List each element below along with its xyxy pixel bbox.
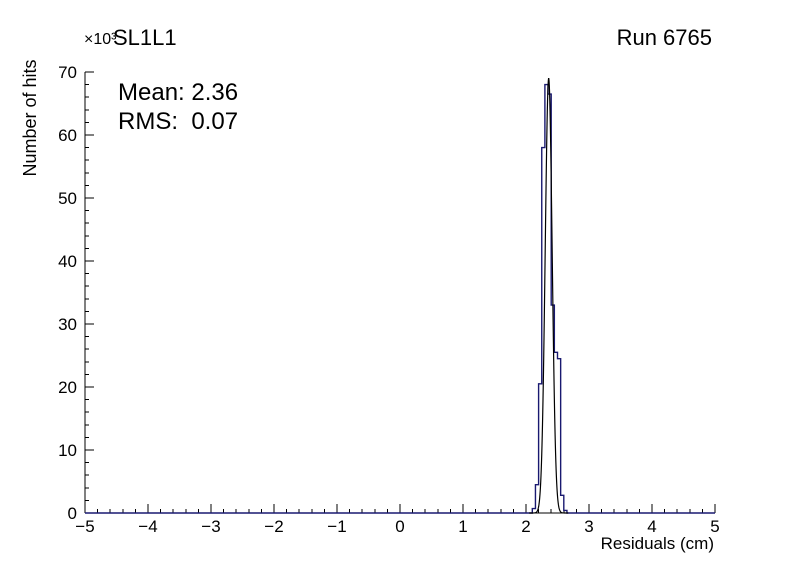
fit-curve (529, 77, 569, 514)
x-tick-label: 5 (710, 517, 719, 536)
x-tick-label: 2 (521, 517, 530, 536)
x-tick-label: −2 (264, 517, 283, 536)
y-tick-label: 40 (58, 252, 77, 271)
x-tick-label: −4 (138, 517, 157, 536)
stat-mean: Mean: 2.36 (118, 79, 238, 106)
x-tick-label: 0 (395, 517, 404, 536)
y-tick-label: 10 (58, 441, 77, 460)
y-tick-label: 20 (58, 378, 77, 397)
y-tick-label: 70 (58, 63, 77, 82)
run-label: Run 6765 (617, 25, 712, 50)
histogram-line (85, 83, 715, 514)
x-tick-label: −1 (327, 517, 346, 536)
x-tick-label: −3 (201, 517, 220, 536)
y-tick-label: 60 (58, 126, 77, 145)
y-tick-label: 50 (58, 189, 77, 208)
plot-curves (85, 77, 715, 514)
y-axis-title: Number of hits (20, 59, 40, 176)
x-tick-label: 4 (647, 517, 656, 536)
y-tick-label: 30 (58, 315, 77, 334)
x-axis-title: Residuals (cm) (601, 534, 714, 553)
x-tick-label: −5 (75, 517, 94, 536)
x-tick-label: 1 (458, 517, 467, 536)
stat-rms: RMS: 0.07 (118, 108, 238, 135)
y-axis-multiplier: ×10³ (84, 31, 117, 48)
chart-title: SL1L1 (113, 25, 177, 50)
x-tick-label: 3 (584, 517, 593, 536)
y-tick-label: 0 (68, 504, 77, 523)
